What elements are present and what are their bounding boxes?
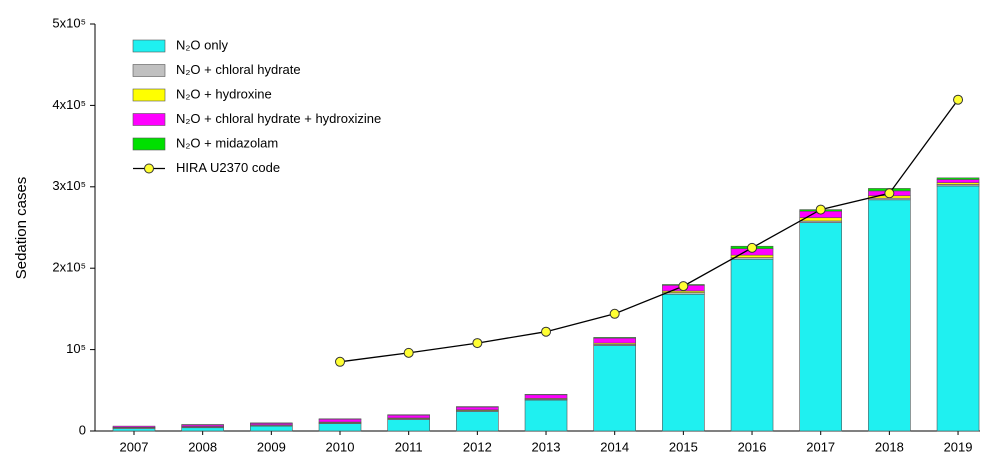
x-tick-label: 2018 <box>875 439 904 454</box>
legend-label: N₂O + chloral hydrate + hydroxizine <box>176 111 381 126</box>
legend-label: N₂O + midazolam <box>176 135 278 150</box>
legend-marker <box>144 163 154 174</box>
legend-swatch <box>132 64 166 77</box>
legend-label: N₂O only <box>176 37 229 52</box>
bar-segment <box>730 258 774 432</box>
line-marker <box>403 347 414 358</box>
line-marker <box>884 188 895 199</box>
legend-label: HIRA U2370 code <box>176 160 280 175</box>
bar-segment <box>112 425 156 428</box>
line-marker <box>747 242 758 253</box>
bar-segment <box>662 293 705 432</box>
legend-label: N₂O + hydroxine <box>176 86 272 101</box>
bar-segment <box>318 423 362 432</box>
line-marker <box>609 308 620 319</box>
legend-swatch <box>132 137 166 151</box>
x-tick-label: 2007 <box>120 439 149 454</box>
bar-segment <box>524 399 568 432</box>
y-tick-label: 0 <box>79 422 86 437</box>
line-marker <box>335 356 346 367</box>
bar-segment <box>593 337 636 339</box>
x-tick-label: 2008 <box>188 439 217 454</box>
x-tick-label: 2013 <box>532 439 561 454</box>
line <box>339 99 959 363</box>
bar-segment <box>524 394 568 399</box>
bar-segment <box>456 406 499 411</box>
line-marker <box>953 94 964 105</box>
line-marker <box>815 204 826 215</box>
legend-swatch <box>132 88 166 102</box>
bar-segment <box>318 418 362 423</box>
bar-segment <box>250 425 293 432</box>
y-tick-label: 5x10⁵ <box>52 15 86 30</box>
x-tick-label: 2012 <box>463 439 492 454</box>
bar-segment <box>868 199 911 432</box>
line-marker <box>472 338 483 349</box>
bar-segment <box>593 337 636 344</box>
bar-segment <box>112 428 156 432</box>
y-tick-label: 2x10⁵ <box>52 260 86 275</box>
bar-segment <box>593 345 636 432</box>
bar-segment <box>799 222 843 432</box>
x-tick-label: 2009 <box>257 439 286 454</box>
bar-segment <box>936 185 980 432</box>
bar-segment <box>387 419 430 432</box>
y-tick-label: 10⁵ <box>66 341 86 356</box>
x-tick-label: 2015 <box>669 439 698 454</box>
x-tick-label: 2010 <box>326 439 355 454</box>
line-marker <box>678 281 689 292</box>
bar-segment <box>387 414 430 419</box>
x-tick-label: 2019 <box>944 439 973 454</box>
y-tick-label: 3x10⁵ <box>52 178 86 193</box>
bar-segment <box>181 427 224 432</box>
x-tick-label: 2014 <box>600 439 629 454</box>
x-tick-label: 2017 <box>806 439 835 454</box>
x-tick-label: 2016 <box>738 439 767 454</box>
line-marker <box>541 326 552 337</box>
legend-label: N₂O + chloral hydrate <box>176 62 301 77</box>
x-tick-label: 2011 <box>395 439 423 454</box>
y-tick-label: 4x10⁵ <box>52 97 86 112</box>
y-axis-label: Sedation cases <box>13 177 30 280</box>
bar-segment <box>936 179 980 184</box>
bar-segment <box>936 177 980 180</box>
legend-swatch <box>132 113 166 126</box>
bar-segment <box>456 411 499 432</box>
legend-swatch <box>132 39 166 53</box>
